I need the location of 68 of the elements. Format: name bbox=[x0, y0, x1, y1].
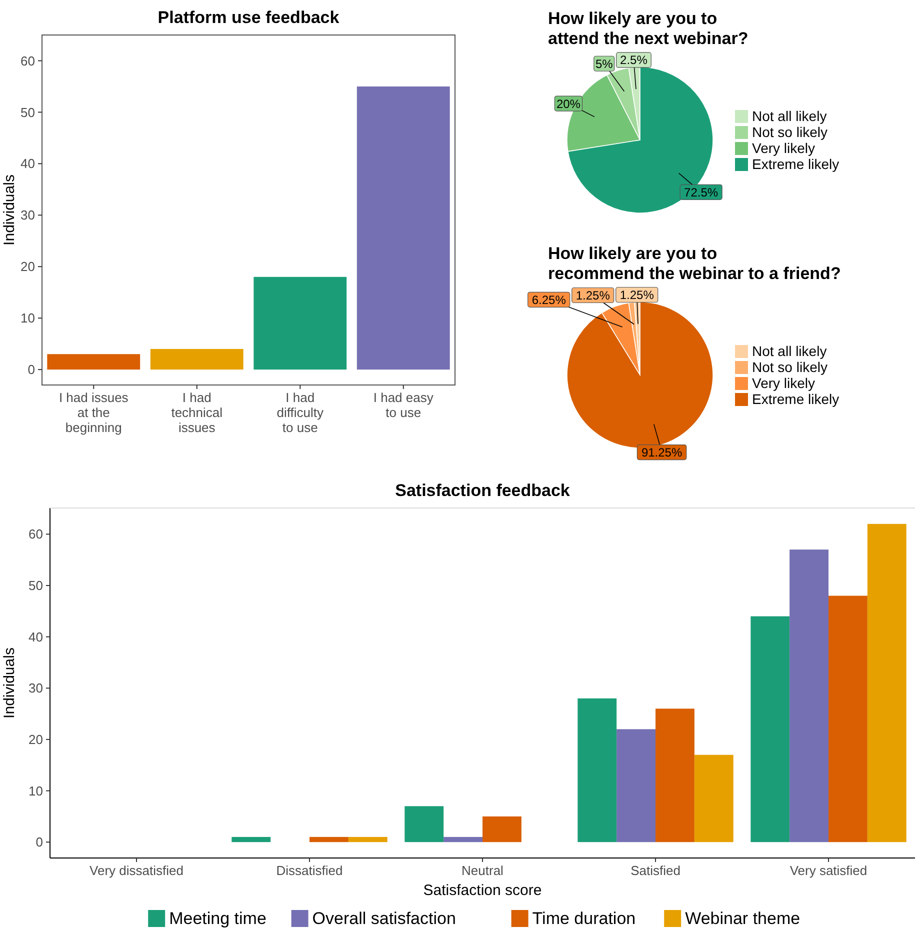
legend-label: Very likely bbox=[752, 140, 816, 156]
data-label: 5% bbox=[595, 56, 614, 71]
y-tick-label: 30 bbox=[28, 680, 43, 696]
legend-label: Not all likely bbox=[752, 343, 827, 359]
data-label: 91.25% bbox=[641, 445, 682, 460]
legend-label: Meeting time bbox=[169, 909, 266, 928]
y-tick-label: 20 bbox=[28, 732, 43, 747]
y-axis-title: Individuals bbox=[1, 648, 18, 718]
x-tick-label: I had technical issues bbox=[171, 390, 223, 435]
bar bbox=[616, 729, 656, 842]
y-axis-title: Individuals bbox=[1, 174, 18, 246]
y-tick-label: 60 bbox=[20, 53, 35, 68]
legend-label: Webinar theme bbox=[685, 909, 800, 928]
bar bbox=[750, 616, 790, 842]
legend-label: Not all likely bbox=[752, 108, 827, 124]
y-tick-label: 20 bbox=[20, 259, 35, 274]
bar bbox=[578, 698, 617, 842]
bar bbox=[47, 354, 140, 370]
x-tick-label: Very satisfied bbox=[790, 863, 868, 878]
y-tick-label: 10 bbox=[28, 783, 43, 798]
data-label: 2.5% bbox=[620, 53, 648, 68]
bar bbox=[482, 816, 522, 842]
bar bbox=[444, 836, 482, 842]
bar bbox=[310, 836, 348, 842]
bar bbox=[348, 836, 388, 842]
bar bbox=[790, 550, 828, 842]
y-tick-label: 50 bbox=[28, 578, 43, 594]
bar bbox=[694, 754, 734, 842]
legend-label: Extreme likely bbox=[752, 391, 840, 407]
bar bbox=[150, 348, 244, 370]
data-label: 20% bbox=[556, 96, 581, 111]
data-label: 1.25% bbox=[576, 288, 610, 302]
x-tick-label: I had difficulty to use bbox=[276, 390, 324, 435]
y-tick-label: 0 bbox=[36, 834, 43, 850]
legend-label: Time duration bbox=[532, 909, 636, 928]
y-tick-label: 50 bbox=[20, 104, 35, 120]
bar bbox=[656, 708, 694, 842]
x-tick-label: Satisfied bbox=[630, 863, 680, 878]
x-tick-label: Neutral bbox=[462, 863, 504, 878]
legend-label: Overall satisfaction bbox=[312, 909, 456, 928]
y-tick-label: 30 bbox=[20, 208, 35, 223]
legend-label: Not so likely bbox=[752, 359, 828, 375]
x-tick-label: I had easy to use bbox=[373, 390, 434, 420]
data-label: 72.5% bbox=[684, 185, 718, 200]
bar bbox=[254, 276, 347, 370]
legend-label: Extreme likely bbox=[752, 156, 840, 172]
chart-title: Satisfaction feedback bbox=[395, 481, 570, 500]
legend-label: Very likely bbox=[752, 375, 816, 391]
legend-label: Not so likely bbox=[752, 124, 828, 140]
x-axis-title: Satisfaction score bbox=[423, 882, 542, 899]
bar bbox=[867, 524, 906, 842]
x-tick-label: I had issues at the beginning bbox=[58, 390, 129, 435]
chart-title: How likely are you to recommend the webinar to a friend? bbox=[548, 244, 841, 283]
y-tick-label: 10 bbox=[20, 310, 35, 326]
y-tick-label: 40 bbox=[20, 156, 35, 172]
y-tick-label: 0 bbox=[28, 362, 35, 378]
data-label: 1.25% bbox=[620, 288, 654, 302]
x-tick-label: Dissatisfied bbox=[276, 863, 343, 878]
bar bbox=[232, 836, 271, 842]
bar bbox=[828, 596, 868, 842]
data-label: 6.25% bbox=[532, 292, 566, 307]
chart-title: Platform use feedback bbox=[158, 8, 340, 27]
y-tick-label: 40 bbox=[28, 629, 43, 644]
chart-title: How likely are you to attend the next webinar? bbox=[548, 9, 748, 48]
y-tick-label: 60 bbox=[28, 526, 43, 542]
x-tick-label: Very dissatisfied bbox=[90, 863, 184, 878]
bar bbox=[356, 86, 450, 370]
bar bbox=[404, 806, 444, 842]
